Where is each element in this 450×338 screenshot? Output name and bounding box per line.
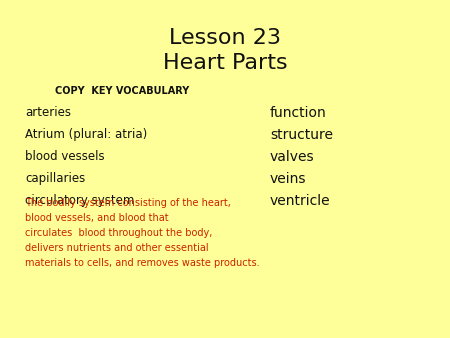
Text: ventricle: ventricle bbox=[270, 194, 331, 208]
Text: blood vessels, and blood that: blood vessels, and blood that bbox=[25, 213, 169, 223]
Text: circulates  blood throughout the body,: circulates blood throughout the body, bbox=[25, 228, 212, 238]
Text: Atrium (plural: atria): Atrium (plural: atria) bbox=[25, 128, 147, 141]
Text: Lesson 23: Lesson 23 bbox=[169, 28, 281, 48]
Text: arteries: arteries bbox=[25, 106, 71, 119]
Text: capillaries: capillaries bbox=[25, 172, 85, 185]
Text: blood vessels: blood vessels bbox=[25, 150, 104, 163]
Text: The bodily system consisting of the heart,: The bodily system consisting of the hear… bbox=[25, 198, 231, 208]
Text: circulatory system: circulatory system bbox=[25, 194, 135, 207]
Text: veins: veins bbox=[270, 172, 306, 186]
Text: structure: structure bbox=[270, 128, 333, 142]
Text: delivers nutrients and other essential: delivers nutrients and other essential bbox=[25, 243, 209, 253]
Text: valves: valves bbox=[270, 150, 315, 164]
Text: COPY  KEY VOCABULARY: COPY KEY VOCABULARY bbox=[55, 86, 189, 96]
Text: materials to cells, and removes waste products.: materials to cells, and removes waste pr… bbox=[25, 258, 260, 268]
Text: function: function bbox=[270, 106, 327, 120]
Text: Heart Parts: Heart Parts bbox=[163, 53, 287, 73]
